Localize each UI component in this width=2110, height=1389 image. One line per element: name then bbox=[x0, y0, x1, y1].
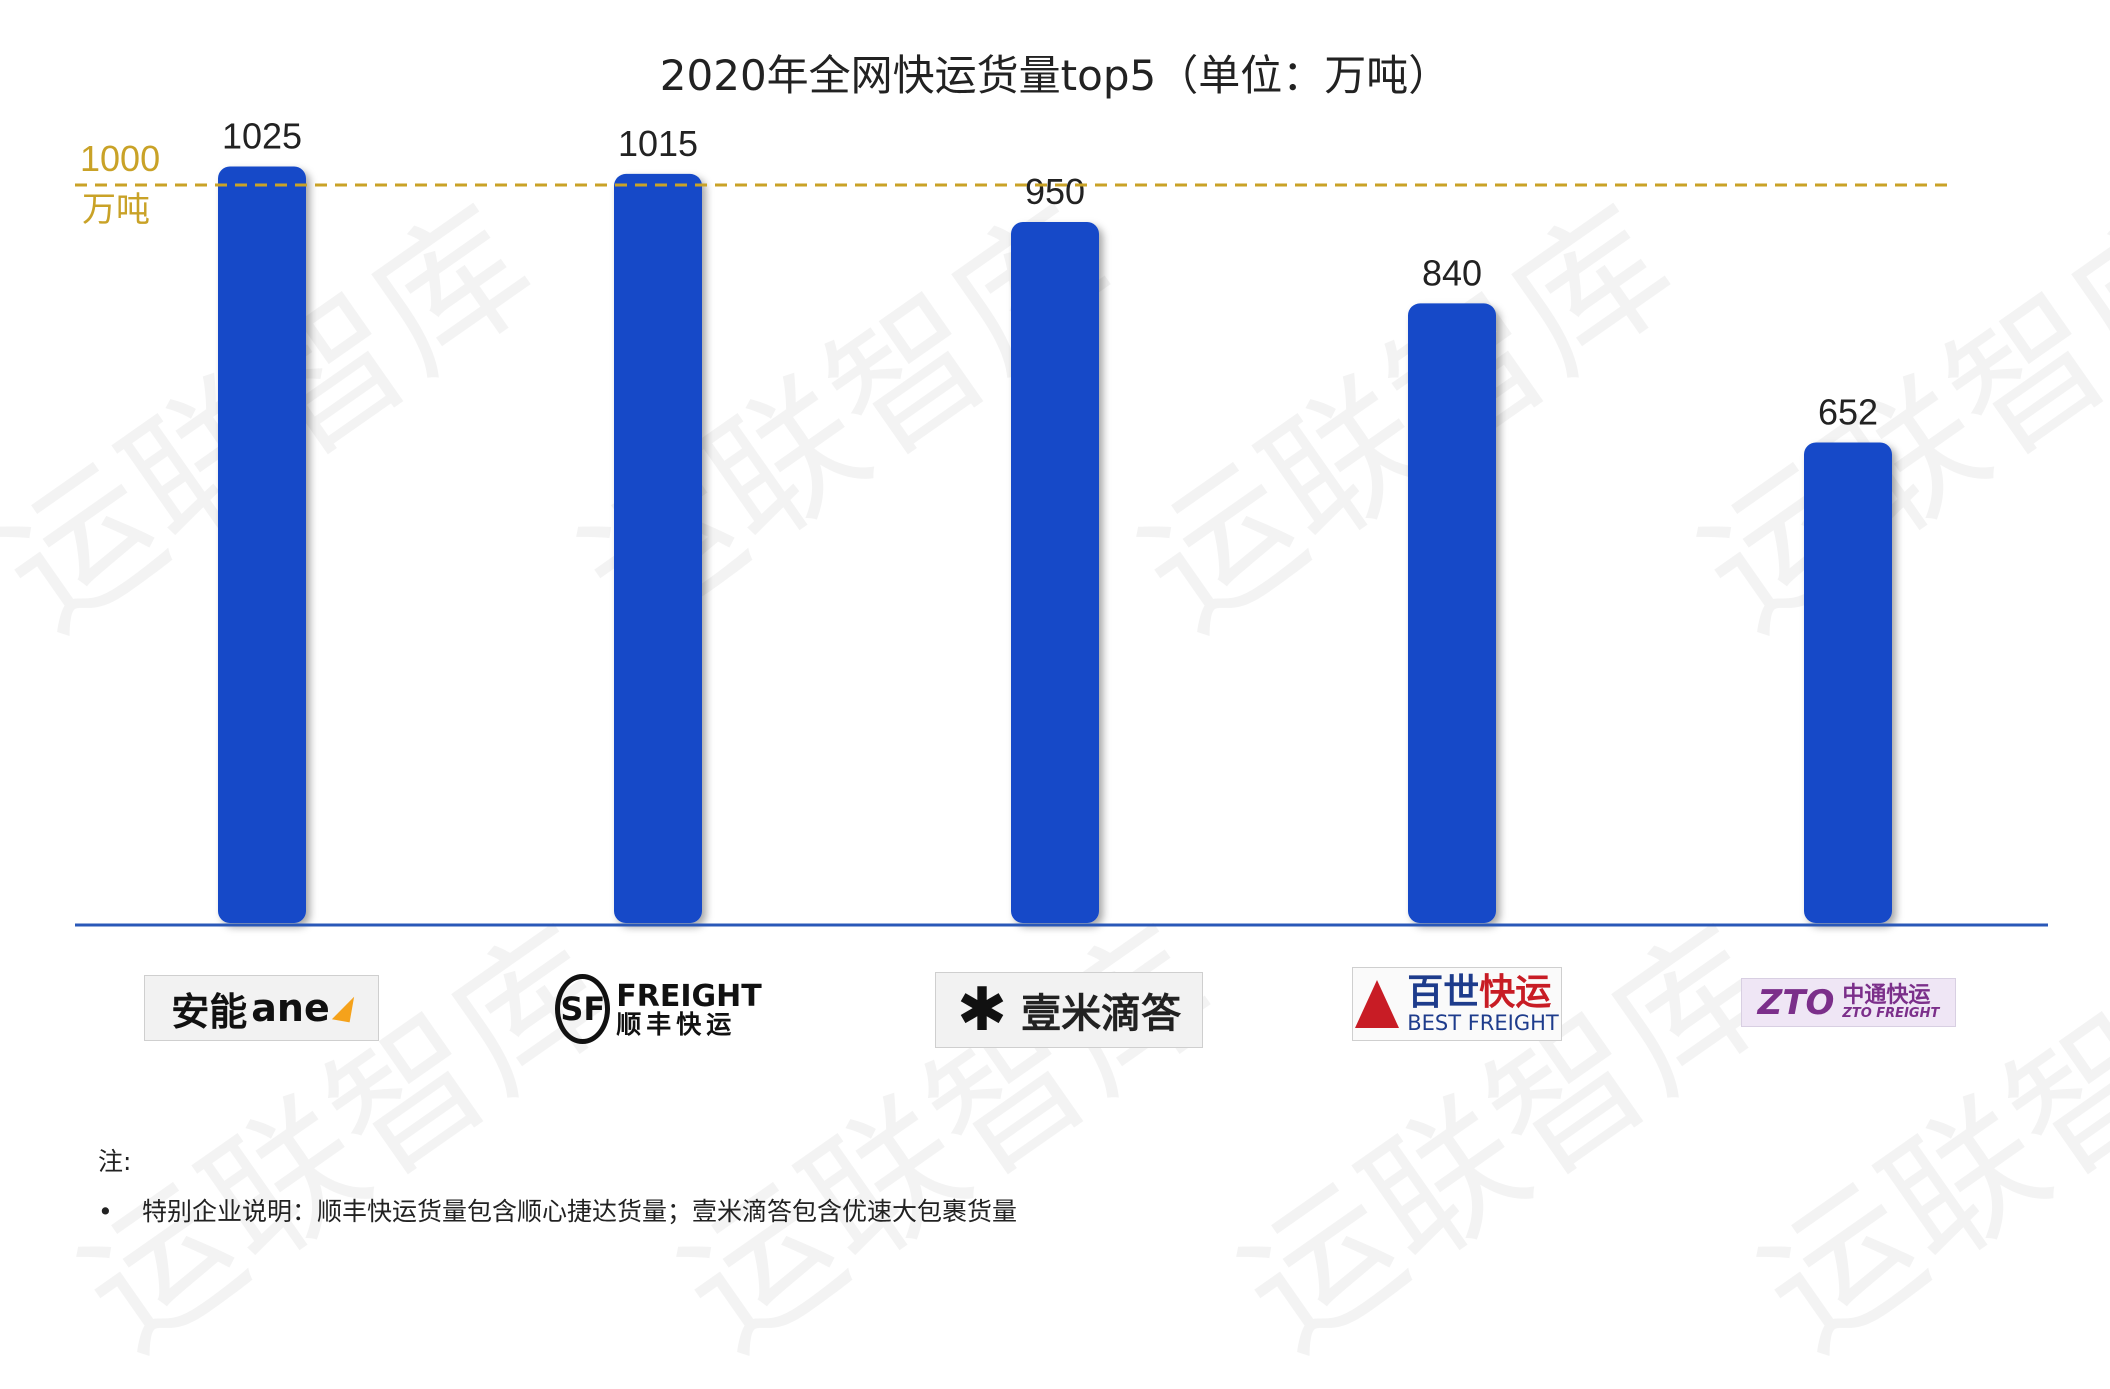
yimi-logo-text: 壹米滴答 bbox=[1021, 991, 1182, 1037]
note-heading: 注: bbox=[98, 1147, 132, 1176]
ane-logo: 安能 ane bbox=[144, 975, 379, 1041]
zto-logo-cn: 中通快运 bbox=[1842, 983, 1931, 1008]
best-logo-cn-b: 快运 bbox=[1479, 972, 1552, 1014]
note-text: 特别企业说明：顺丰快运货量包含顺心捷达货量；壹米滴答包含优速大包裹货量 bbox=[142, 1197, 1018, 1226]
sf-freight-logo: SF FREIGHT 顺丰快运 bbox=[555, 970, 762, 1048]
reference-line-value: 1000 bbox=[80, 138, 160, 179]
sf-logo-cn: 顺丰快运 bbox=[616, 1009, 737, 1039]
ane-logo-cn: 安能 bbox=[171, 989, 248, 1034]
sf-logo-en: FREIGHT bbox=[616, 978, 762, 1014]
arrow-icon bbox=[331, 993, 354, 1023]
bar-value-label-2: 950 bbox=[1025, 171, 1085, 212]
zto-freight-logo: ZTO 中通快运 ZTO FREIGHT bbox=[1741, 978, 1956, 1027]
ane-logo-en: ane bbox=[251, 986, 330, 1030]
chart-title: 2020年全网快运货量top5（单位：万吨） bbox=[659, 51, 1451, 100]
reference-line-unit: 万吨 bbox=[82, 190, 150, 230]
bar-value-label-1: 1015 bbox=[618, 123, 698, 164]
bullet-icon: • bbox=[98, 1197, 113, 1226]
bar-3 bbox=[1408, 303, 1496, 923]
bar-1 bbox=[614, 173, 702, 923]
bar-chart: 1025 1015 950 840 652 1000 万吨 bbox=[75, 116, 2048, 927]
bar-value-label-3: 840 bbox=[1422, 252, 1482, 293]
bar-value-label-0: 1025 bbox=[222, 116, 302, 157]
best-triangle-icon bbox=[1355, 980, 1400, 1028]
zto-mark: ZTO bbox=[1757, 982, 1835, 1023]
best-logo-en: BEST FREIGHT bbox=[1407, 1010, 1559, 1035]
zto-logo-en: ZTO FREIGHT bbox=[1842, 1006, 1940, 1021]
note-text-line: • 特别企业说明：顺丰快运货量包含顺心捷达货量；壹米滴答包含优速大包裹货量 bbox=[98, 1192, 1017, 1228]
bar-0 bbox=[218, 166, 306, 923]
best-freight-logo: 百世快运 BEST FREIGHT bbox=[1352, 967, 1562, 1041]
yimi-dida-logo: ✱ 壹米滴答 bbox=[935, 972, 1203, 1048]
bar-4 bbox=[1804, 442, 1892, 923]
best-logo-cn-a: 百世 bbox=[1407, 972, 1480, 1014]
sf-mark: SF bbox=[560, 990, 606, 1028]
bar-2 bbox=[1011, 222, 1099, 923]
asterisk-icon: ✱ bbox=[956, 975, 1008, 1045]
sf-circle-icon: SF bbox=[555, 974, 611, 1044]
bar-value-label-4: 652 bbox=[1818, 392, 1878, 433]
